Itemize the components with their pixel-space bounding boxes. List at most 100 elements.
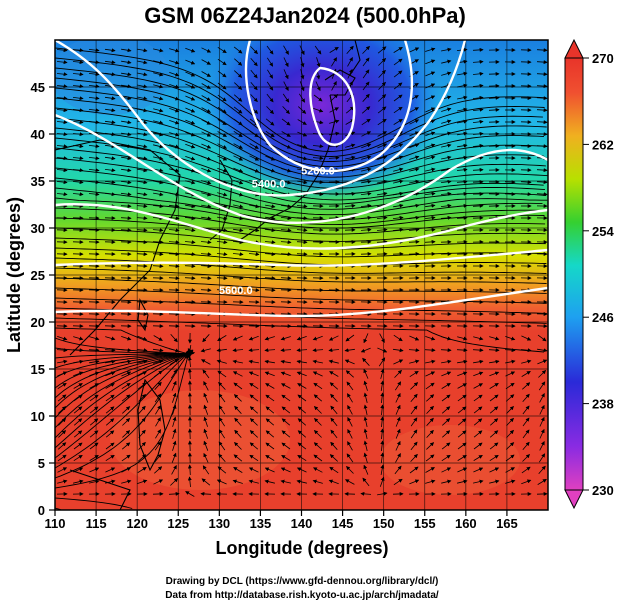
wind-arrow	[538, 381, 546, 391]
wind-arrow	[249, 228, 260, 233]
wind-arrow	[473, 406, 483, 414]
wind-arrow	[344, 348, 355, 353]
credit-data: Data from http://database.rish.kyoto-u.a…	[165, 590, 439, 601]
wind-arrow	[136, 240, 148, 245]
wind-arrow	[203, 440, 209, 451]
wind-arrow	[522, 454, 530, 462]
wind-arrow	[200, 288, 212, 293]
wind-arrow	[104, 192, 116, 197]
wind-arrow	[363, 452, 368, 463]
wind-arrow	[248, 252, 260, 257]
wind-arrow	[297, 156, 308, 161]
wind-arrow	[249, 130, 259, 138]
wind-arrow	[172, 440, 177, 451]
wind-arrow	[88, 96, 100, 101]
wind-arrow	[360, 491, 372, 496]
wind-arrow	[57, 336, 68, 341]
wind-arrow	[89, 467, 100, 473]
wind-arrow	[280, 348, 292, 353]
wind-arrow	[185, 107, 196, 113]
wind-arrow	[521, 359, 532, 364]
colorbar-tick-label: 230	[592, 483, 614, 498]
wind-arrow	[393, 167, 404, 172]
wind-arrow	[138, 429, 146, 439]
wind-arrow	[201, 167, 212, 173]
wind-arrow	[120, 204, 132, 209]
wind-arrow	[203, 392, 209, 403]
wind-arrow	[297, 168, 308, 173]
contour-5500	[55, 248, 548, 267]
wind-arrow	[201, 155, 212, 161]
wind-arrow	[89, 336, 100, 341]
wind-arrow	[89, 394, 99, 402]
wind-arrow	[473, 394, 483, 402]
wind-arrow	[313, 382, 323, 390]
colorbar-ticks: 270 262 254 246 238 230	[583, 51, 614, 498]
wind-arrow	[395, 392, 401, 403]
wind-arrow	[88, 192, 100, 197]
wind-arrow	[233, 382, 243, 390]
wind-arrow	[363, 464, 369, 475]
wind-arrow	[457, 131, 468, 136]
streamline	[55, 267, 547, 284]
wind-arrow	[217, 119, 227, 125]
wind-arrow	[345, 370, 354, 378]
wind-arrow	[380, 416, 385, 428]
wind-arrow	[539, 404, 545, 415]
wind-arrow	[233, 179, 244, 185]
wind-arrow	[153, 96, 164, 101]
wind-arrow	[281, 430, 291, 438]
wind-arrow	[424, 239, 436, 244]
x-tick-label: 150	[373, 516, 395, 531]
wind-arrow	[442, 430, 451, 438]
wind-arrow	[121, 394, 131, 402]
wind-arrow	[184, 216, 196, 221]
wind-arrow	[380, 428, 385, 440]
wind-arrow	[296, 204, 308, 209]
wind-arrow	[297, 442, 307, 450]
warm-patch	[110, 390, 290, 490]
wind-arrow	[297, 406, 307, 414]
wind-arrow	[296, 348, 308, 353]
wind-arrow	[105, 454, 115, 462]
wind-arrow	[345, 143, 356, 148]
wind-arrow	[104, 72, 116, 77]
wind-arrow	[441, 71, 452, 76]
wind-arrow	[232, 264, 244, 269]
wind-arrow	[380, 452, 385, 464]
wind-arrow	[72, 156, 84, 161]
wind-arrow	[153, 479, 164, 485]
wind-arrow	[377, 167, 388, 172]
wind-arrow	[345, 155, 356, 160]
wind-arrow	[457, 430, 467, 438]
x-tick-label: 130	[208, 516, 230, 531]
wind-arrow	[488, 95, 500, 100]
wind-arrow	[296, 240, 308, 245]
wind-arrow	[137, 144, 148, 149]
wind-arrow	[201, 47, 212, 53]
wind-arrow	[203, 404, 209, 415]
colorbar-tick-label: 270	[592, 51, 614, 66]
wind-arrow	[536, 168, 548, 173]
wind-arrow	[473, 418, 483, 426]
wind-arrow	[121, 442, 131, 450]
wind-arrow	[316, 57, 321, 68]
wind-arrow	[233, 228, 244, 233]
wind-arrow	[312, 335, 323, 341]
wind-arrow	[185, 47, 196, 53]
wind-arrow	[201, 359, 211, 365]
wind-arrow	[361, 155, 372, 160]
wind-arrow	[345, 334, 355, 342]
y-tick-label: 5	[38, 456, 45, 471]
wind-arrow	[233, 94, 243, 102]
wind-arrow	[170, 478, 179, 486]
wind-arrow	[473, 430, 483, 438]
x-tick-label: 120	[126, 516, 148, 531]
wind-arrow	[536, 60, 548, 65]
wind-arrow	[409, 335, 420, 341]
wind-arrow	[232, 479, 243, 484]
wind-arrow	[298, 93, 306, 103]
wind-arrow	[184, 240, 196, 245]
wind-arrow	[105, 394, 115, 402]
wind-arrow	[266, 57, 274, 67]
